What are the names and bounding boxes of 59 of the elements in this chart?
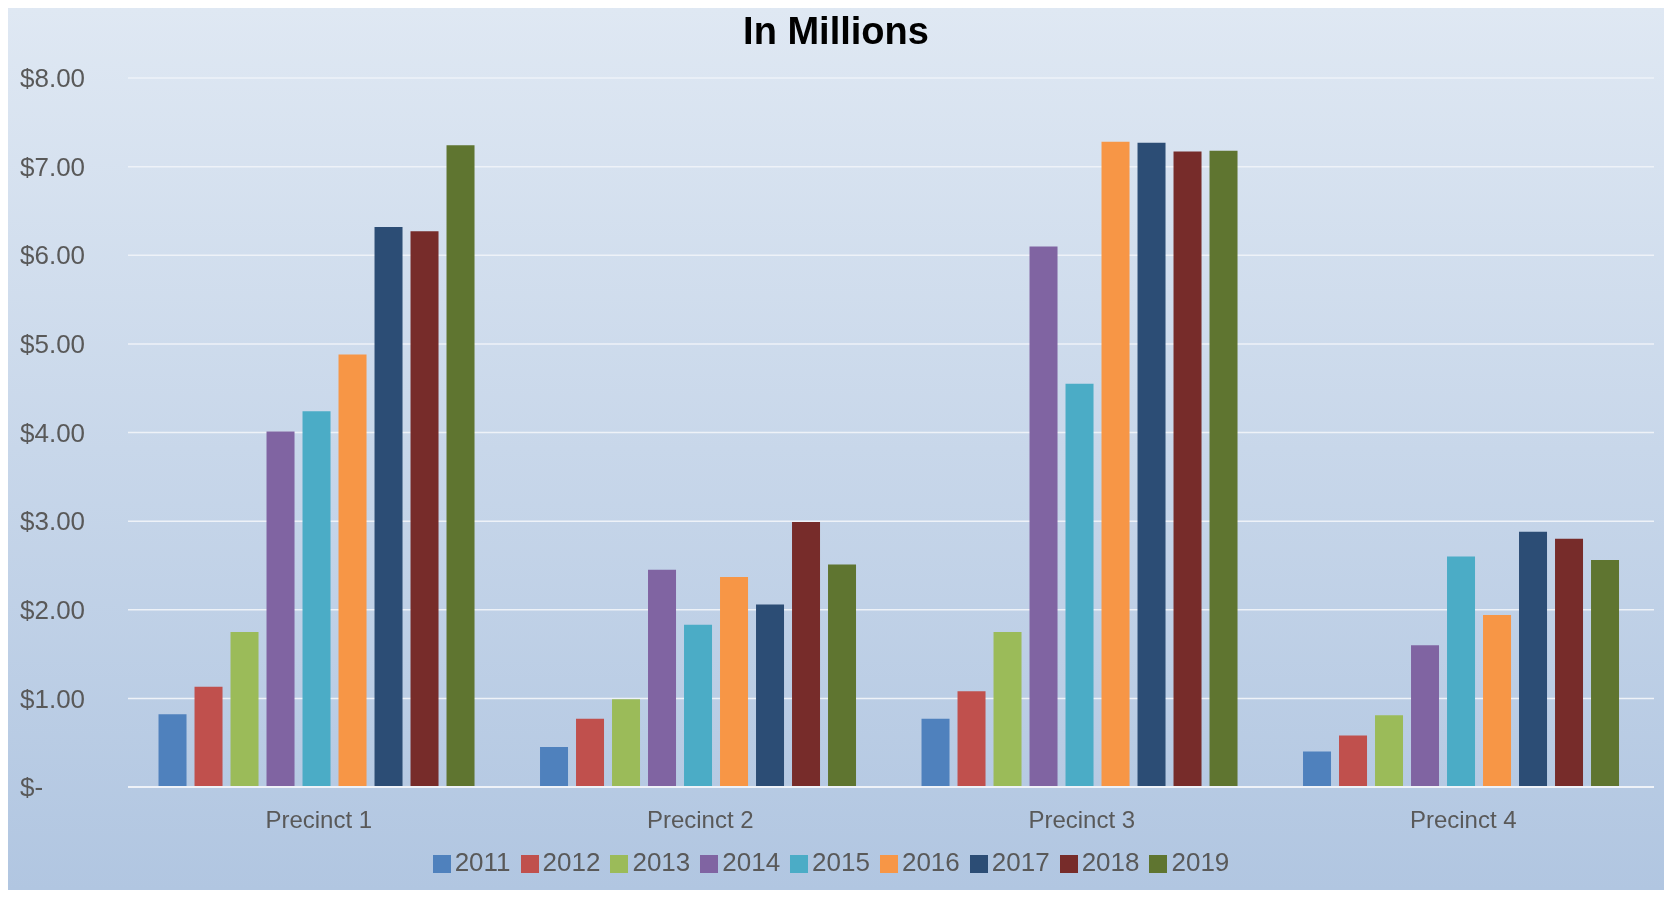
bar	[266, 431, 295, 787]
bar	[612, 699, 641, 787]
bar	[158, 714, 187, 787]
legend-label: 2016	[901, 847, 960, 877]
bar	[1519, 531, 1548, 787]
bar	[576, 718, 605, 787]
y-tick-label: $-	[20, 772, 44, 803]
bar	[1209, 150, 1238, 787]
bar	[792, 522, 821, 787]
y-tick-label: $3.00	[20, 506, 86, 537]
bar	[1101, 141, 1130, 787]
x-tick-label: Precinct 3	[1028, 806, 1136, 834]
bar	[410, 231, 439, 787]
bar	[1447, 556, 1476, 787]
bar	[230, 631, 259, 787]
bar	[1339, 735, 1368, 787]
legend-label: 2019	[1171, 847, 1230, 877]
bar	[993, 631, 1022, 787]
bar	[648, 569, 677, 787]
legend-label: 2017	[991, 847, 1050, 877]
bar	[1591, 560, 1620, 787]
bar	[1375, 715, 1404, 787]
legend-label: 2018	[1081, 847, 1140, 877]
bar	[1173, 151, 1202, 787]
y-tick-label: $8.00	[20, 63, 86, 94]
chart-title: In Millions	[742, 9, 930, 54]
x-tick-label: Precinct 4	[1409, 806, 1517, 834]
bar	[302, 411, 331, 787]
bar	[1555, 538, 1584, 787]
legend-label: 2011	[454, 847, 511, 877]
bar	[446, 145, 475, 787]
legend-label: 2013	[632, 847, 691, 877]
bar	[1411, 645, 1440, 787]
legend-label: 2014	[722, 847, 781, 877]
y-tick-label: $7.00	[20, 151, 86, 182]
y-tick-label: $2.00	[20, 594, 86, 625]
y-tick-label: $4.00	[20, 417, 86, 448]
bar	[1303, 751, 1332, 787]
y-tick-label: $6.00	[20, 240, 86, 271]
bar	[540, 747, 569, 787]
bar	[756, 604, 785, 787]
bar	[957, 691, 986, 787]
bar	[1065, 383, 1094, 787]
bar	[374, 226, 403, 787]
bar	[1483, 615, 1512, 787]
bar	[828, 564, 857, 787]
y-tick-label: $1.00	[20, 683, 86, 714]
legend-label: 2012	[542, 847, 601, 877]
bar	[921, 718, 950, 787]
legend-label: 2015	[812, 847, 870, 877]
x-tick-label: Precinct 2	[646, 806, 754, 834]
bar	[194, 686, 223, 787]
bar	[338, 354, 367, 787]
bar	[1137, 142, 1166, 787]
bar	[720, 576, 749, 787]
bar	[684, 624, 713, 787]
bar	[1029, 246, 1058, 787]
x-tick-label: Precinct 1	[265, 806, 373, 834]
y-tick-label: $5.00	[20, 329, 86, 360]
